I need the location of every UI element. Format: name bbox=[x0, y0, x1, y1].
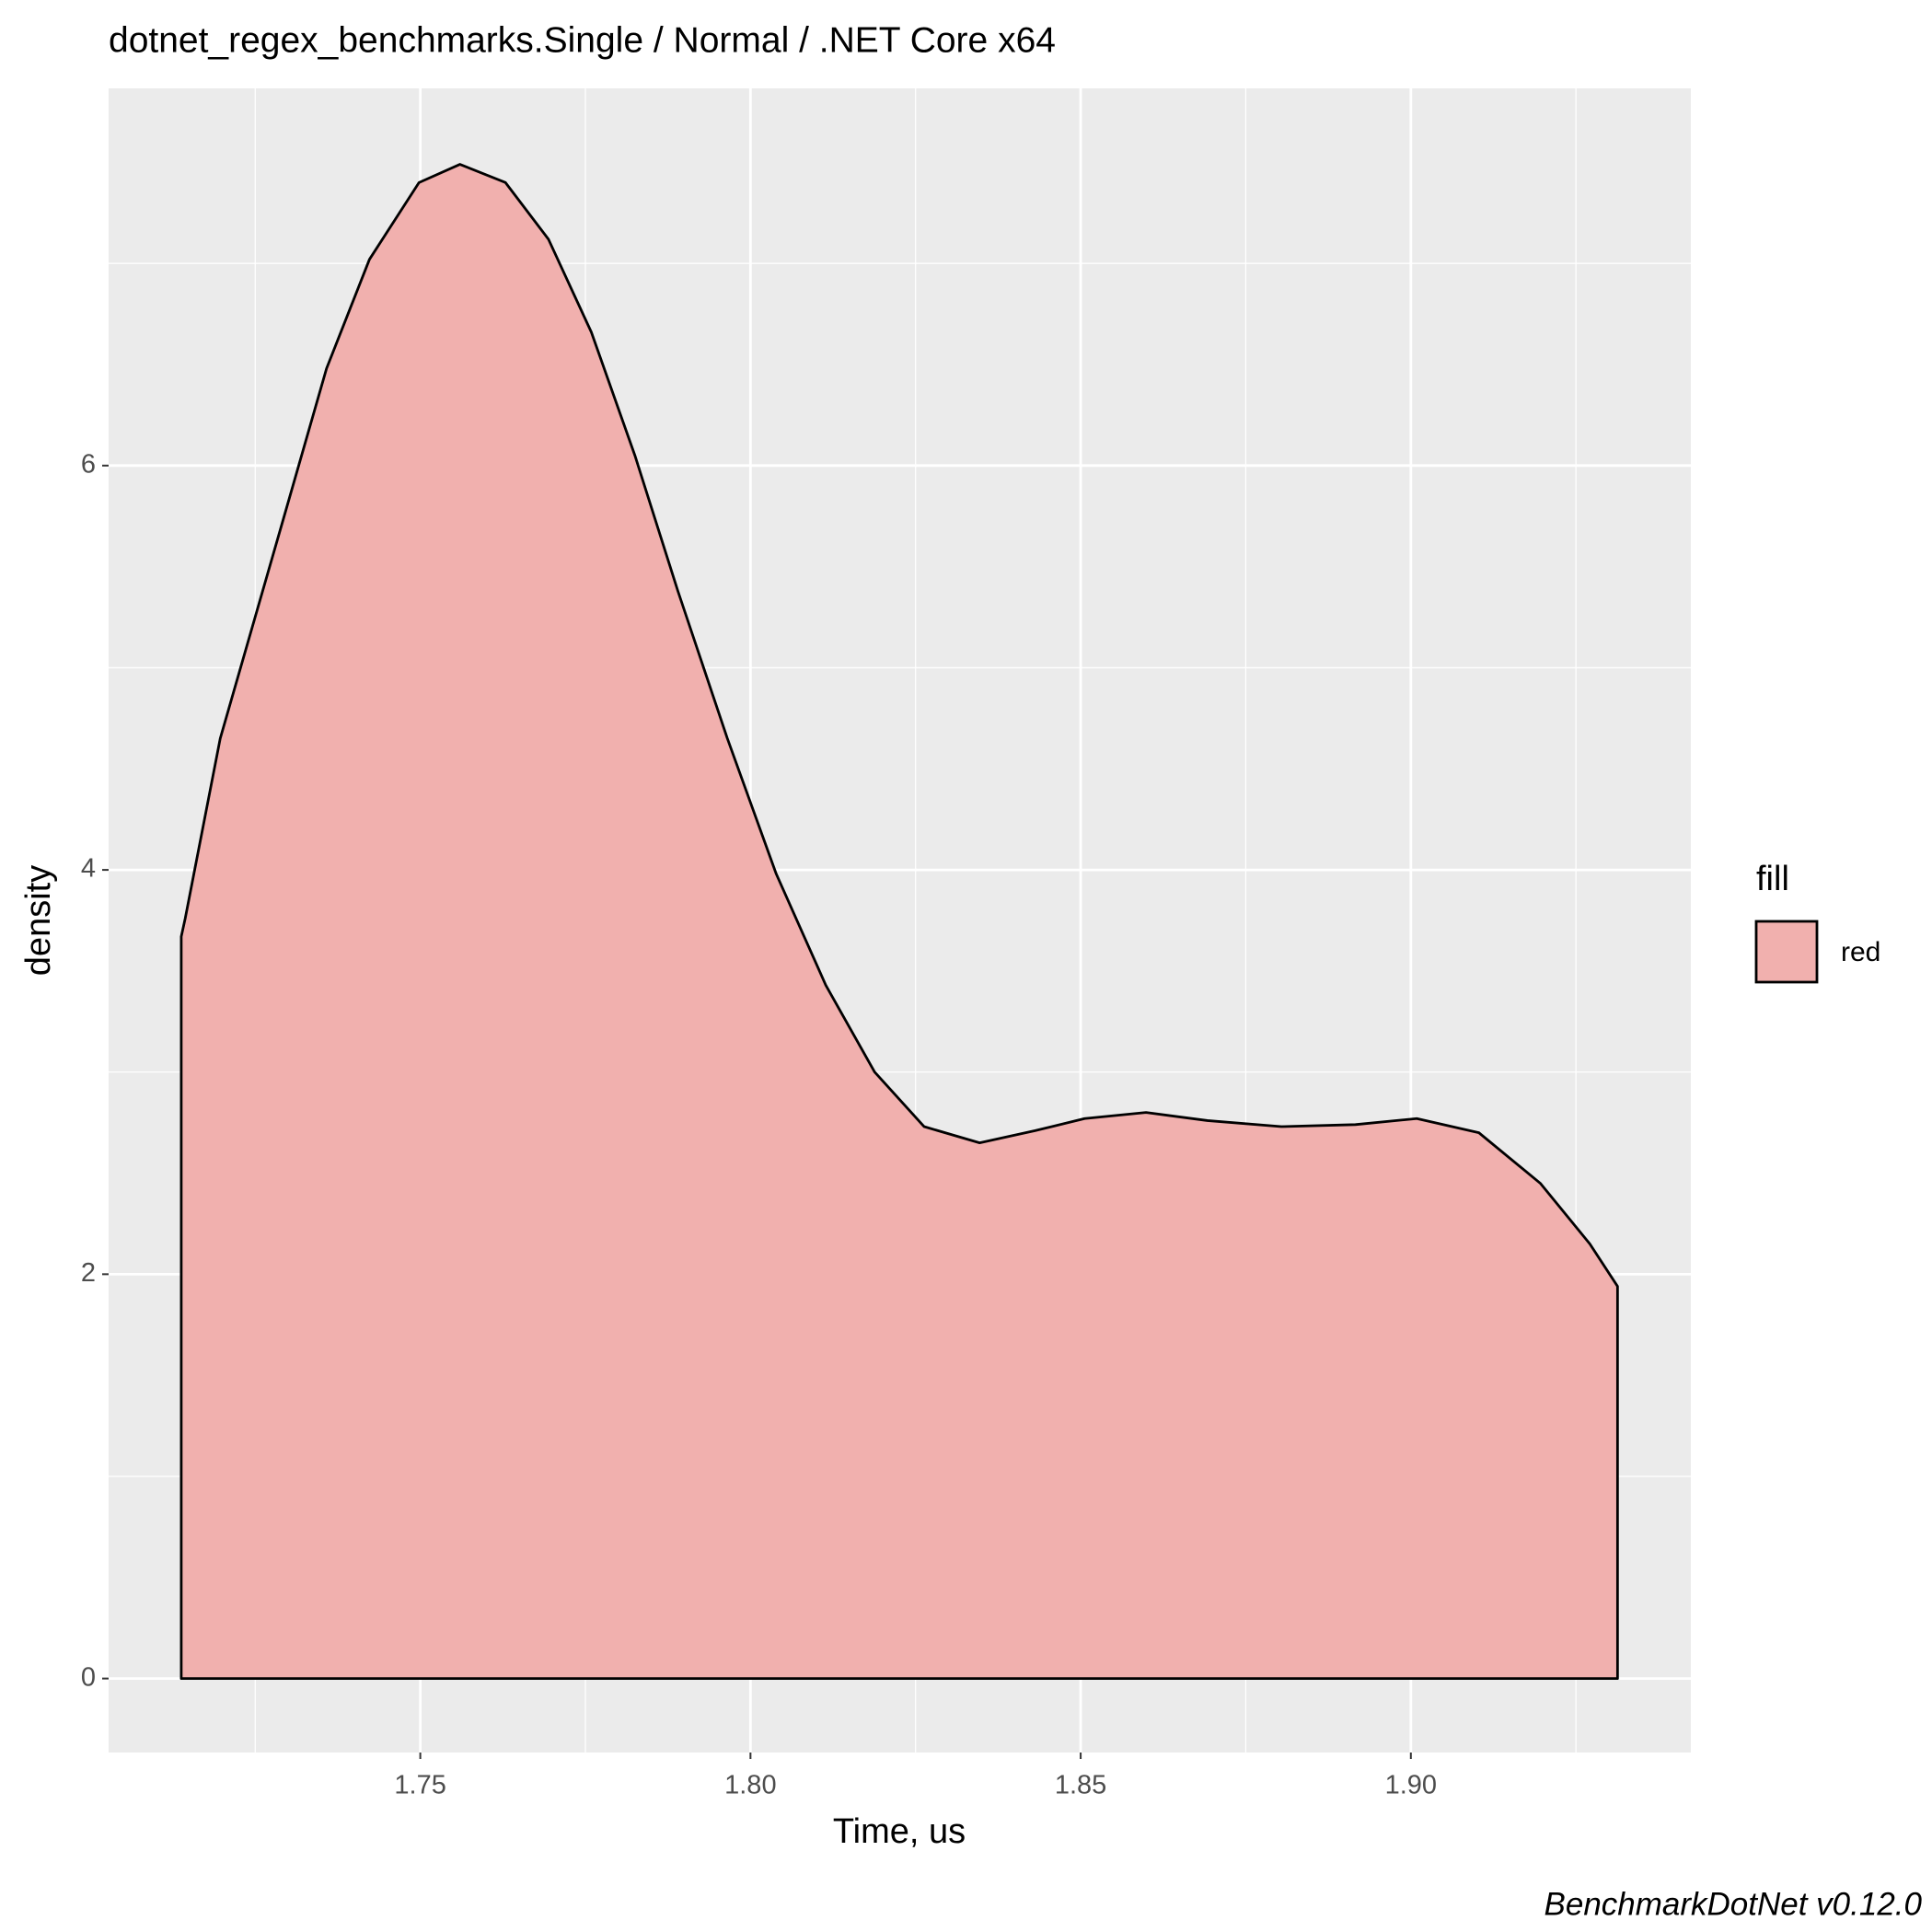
legend-label: red bbox=[1841, 937, 1880, 967]
y-tick-label: 4 bbox=[81, 854, 96, 884]
y-tick-label: 2 bbox=[81, 1258, 96, 1288]
x-tick-label: 1.85 bbox=[1055, 1771, 1106, 1800]
x-tick-label: 1.75 bbox=[394, 1771, 445, 1800]
y-axis-title: density bbox=[19, 865, 58, 976]
y-tick-label: 0 bbox=[81, 1662, 96, 1692]
legend-key bbox=[1754, 920, 1819, 984]
caption: BenchmarkDotNet v0.12.0 bbox=[1544, 1886, 1923, 1922]
chart-title: dotnet_regex_benchmarks.Single / Normal … bbox=[109, 20, 1056, 60]
legend-title: fill bbox=[1756, 860, 1789, 898]
density-area bbox=[179, 163, 1619, 1681]
y-tick-label: 6 bbox=[81, 449, 96, 479]
x-tick-label: 1.80 bbox=[724, 1771, 776, 1800]
x-tick-label: 1.90 bbox=[1385, 1771, 1437, 1800]
x-axis-title: Time, us bbox=[833, 1812, 966, 1851]
